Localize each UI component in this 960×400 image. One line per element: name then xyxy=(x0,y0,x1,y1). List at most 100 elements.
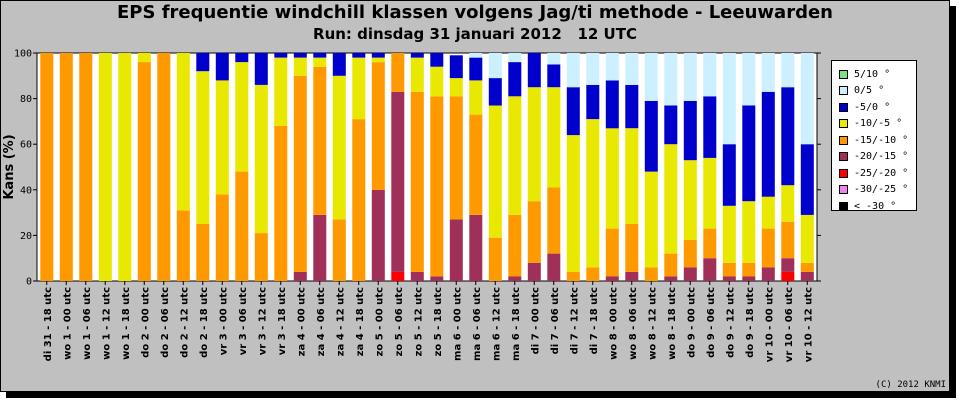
legend-swatch xyxy=(839,201,848,211)
bar-segment xyxy=(625,128,639,224)
legend-label: 5/10 ° xyxy=(854,68,891,80)
x-tick-label: vr 10 - 06 utc xyxy=(784,287,795,362)
bar-segment xyxy=(722,144,736,206)
y-tick-label: 0 xyxy=(26,277,32,288)
legend-label: -20/-15 ° xyxy=(854,151,909,163)
bar-segment xyxy=(566,53,580,88)
bar-segment xyxy=(79,53,93,281)
x-tick-label: wo 8 - 18 utc xyxy=(667,287,678,360)
bar-segment xyxy=(781,185,795,222)
bar-segment xyxy=(176,210,190,281)
bar-segment xyxy=(332,75,346,220)
bar-segment xyxy=(781,53,795,88)
bar-segment xyxy=(508,276,522,281)
x-tick-label: do 9 - 00 utc xyxy=(686,287,697,358)
bar-segment xyxy=(644,171,658,268)
bar-segment xyxy=(703,228,717,259)
bar-segment xyxy=(215,53,229,81)
bar-segment xyxy=(371,189,385,281)
bar-segment xyxy=(527,262,541,281)
x-tick-label: wo 1 - 18 utc xyxy=(121,287,132,360)
bar-segment xyxy=(449,96,463,220)
legend: 5/10 ° 0/5 ° -5/0 ° -10/-5 ° -15/-10 ° -20/-1… xyxy=(831,60,917,212)
bar-segment xyxy=(371,57,385,63)
bar-segment xyxy=(664,53,678,106)
bar-segment xyxy=(235,171,249,281)
bar-segment xyxy=(664,253,678,277)
y-axis-label: Kans (%) xyxy=(2,134,17,199)
legend-item: -30/-25 ° xyxy=(832,182,916,199)
bar-segment xyxy=(449,78,463,97)
bar-segment xyxy=(683,160,697,240)
bar-segment xyxy=(761,196,775,229)
x-tick-label: zo 5 - 12 utc xyxy=(413,287,424,357)
bar-segment xyxy=(703,96,717,158)
x-tick-label: za 4 - 18 utc xyxy=(355,287,366,356)
bar-segment xyxy=(508,53,522,63)
bar-segment xyxy=(683,240,697,268)
x-tick-label: ma 6 - 00 utc xyxy=(452,287,463,361)
bar-segment xyxy=(800,271,814,281)
bar-segment xyxy=(605,276,619,281)
bar-segment xyxy=(469,114,483,215)
bar-segment xyxy=(391,53,405,92)
bar-segment xyxy=(722,205,736,263)
bar-segment xyxy=(683,100,697,161)
legend-item: -5/0 ° xyxy=(832,99,916,116)
bar-segment xyxy=(566,135,580,272)
x-tick-label: di 7 - 00 utc xyxy=(530,287,541,354)
bar-segment xyxy=(683,53,697,101)
bar-segment xyxy=(293,53,307,58)
bar-segment xyxy=(430,96,444,277)
x-tick-label: ma 6 - 12 utc xyxy=(491,287,502,361)
x-tick-label: za 4 - 06 utc xyxy=(316,287,327,356)
legend-label: -10/-5 ° xyxy=(854,118,903,130)
bar-segment xyxy=(742,53,756,106)
bar-segment xyxy=(800,144,814,215)
bar-segment xyxy=(761,228,775,268)
bar-segment xyxy=(664,276,678,281)
x-tick-label: za 4 - 00 utc xyxy=(296,287,307,356)
bar-segment xyxy=(137,62,151,281)
bar-segment xyxy=(761,267,775,281)
bar-segment xyxy=(488,237,502,281)
x-tick-label: zo 5 - 18 utc xyxy=(433,287,444,357)
bar-segment xyxy=(469,53,483,58)
bar-segment xyxy=(644,100,658,172)
bar-segment xyxy=(469,57,483,81)
frame-shadow-bottom xyxy=(6,392,956,398)
bar-segment xyxy=(625,224,639,272)
bar-segment xyxy=(488,53,502,79)
bar-segment xyxy=(742,105,756,202)
bar-segment xyxy=(800,53,814,145)
bar-segment xyxy=(586,119,600,268)
x-tick-label: do 2 - 00 utc xyxy=(140,287,151,358)
bar-segment xyxy=(215,80,229,195)
bar-segment xyxy=(196,53,210,72)
bar-segment xyxy=(293,271,307,281)
bar-segment xyxy=(430,66,444,97)
bar-segment xyxy=(566,271,580,281)
bar-segment xyxy=(176,53,190,211)
legend-swatch xyxy=(839,86,848,96)
bar-segment xyxy=(313,53,327,58)
bar-segment xyxy=(586,84,600,120)
bar-segment xyxy=(137,53,151,63)
bar-segment xyxy=(625,271,639,281)
bar-segment xyxy=(313,57,327,67)
bar-segment xyxy=(508,96,522,215)
bar-segment xyxy=(605,53,619,81)
bar-segment xyxy=(722,262,736,277)
bar-segment xyxy=(605,228,619,277)
bar-segment xyxy=(274,57,288,126)
bar-segment xyxy=(664,105,678,145)
legend-swatch xyxy=(839,185,848,195)
legend-item: < -30 ° xyxy=(832,198,916,215)
bar-segment xyxy=(371,62,385,190)
x-tick-label: wo 1 - 12 utc xyxy=(101,287,112,360)
x-tick-label: wo 8 - 12 utc xyxy=(647,287,658,360)
stacked-bar-chart: 0 20 40 60 80 100 di 31 - 18 utc wo 1 - 00 utc… xyxy=(2,49,821,362)
bar-segment xyxy=(410,57,424,92)
y-tick-label: 80 xyxy=(20,94,32,105)
x-tick-label: do 9 - 18 utc xyxy=(745,287,756,358)
